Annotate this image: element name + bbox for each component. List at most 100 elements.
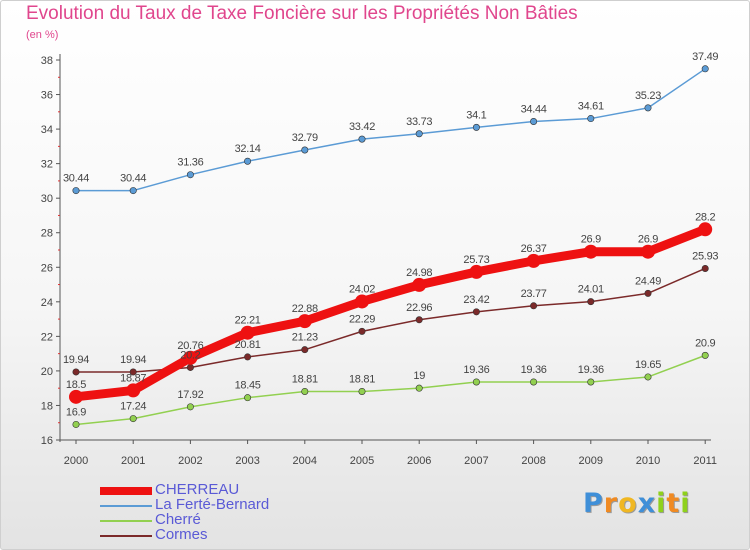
x-tick-label: 2002 bbox=[178, 455, 202, 467]
y-tick-label: 38 bbox=[41, 55, 53, 67]
legend-swatch-cormes bbox=[100, 535, 152, 537]
data-label-cormes: 23.42 bbox=[463, 294, 489, 306]
data-label-cherre: 16.9 bbox=[66, 406, 86, 418]
x-tick-label: 2000 bbox=[64, 455, 88, 467]
data-label-cherreau: 26.9 bbox=[638, 234, 658, 246]
data-point-cherre bbox=[701, 351, 709, 359]
data-point-cherreau bbox=[526, 253, 541, 268]
data-label-cormes: 20.81 bbox=[235, 339, 261, 351]
data-label-la-ferte-bernard: 33.73 bbox=[406, 116, 432, 128]
y-tick-label: 32 bbox=[41, 159, 53, 171]
data-point-cherreau bbox=[126, 383, 141, 398]
data-point-la-ferte-bernard bbox=[530, 117, 538, 125]
legend-label-la-ferte-bernard: La Ferté-Bernard bbox=[155, 496, 270, 513]
x-tick-label: 2003 bbox=[235, 455, 259, 467]
y-tick-label: 34 bbox=[41, 124, 53, 136]
data-point-cherreau bbox=[240, 325, 255, 340]
data-point-cormes bbox=[701, 264, 709, 272]
data-point-cherre bbox=[587, 378, 595, 386]
y-tick-label: 24 bbox=[41, 297, 53, 309]
y-tick-label: 18 bbox=[41, 400, 53, 412]
legend-label-cherreau: CHERREAU bbox=[155, 481, 240, 498]
data-point-la-ferte-bernard bbox=[587, 115, 595, 123]
data-point-cormes bbox=[472, 308, 480, 316]
data-point-cherre bbox=[129, 415, 137, 423]
y-tick-label: 16 bbox=[41, 435, 53, 447]
data-point-cherre bbox=[530, 378, 538, 386]
data-point-cormes bbox=[301, 346, 309, 354]
data-label-cherre: 19.36 bbox=[463, 364, 489, 376]
x-tick-label: 2006 bbox=[407, 455, 431, 467]
logo-letter: t bbox=[666, 488, 681, 519]
data-point-cherre bbox=[301, 387, 309, 395]
data-label-cherreau: 22.21 bbox=[235, 315, 261, 327]
data-label-cherreau: 26.9 bbox=[581, 234, 601, 246]
data-point-la-ferte-bernard bbox=[244, 157, 252, 165]
data-label-la-ferte-bernard: 34.44 bbox=[521, 103, 547, 115]
logo-letter: x bbox=[637, 488, 657, 519]
data-point-cormes bbox=[587, 298, 595, 306]
data-point-cherreau bbox=[412, 277, 427, 292]
data-label-cormes: 24.01 bbox=[578, 284, 604, 296]
x-tick-label: 2001 bbox=[121, 455, 145, 467]
data-point-cormes bbox=[244, 353, 252, 361]
legend-swatch-cherre bbox=[100, 520, 152, 522]
data-label-cormes: 19.94 bbox=[63, 354, 89, 366]
data-label-cherre: 18.81 bbox=[349, 373, 375, 385]
data-label-la-ferte-bernard: 31.36 bbox=[177, 157, 203, 169]
series-line-cherreau bbox=[71, 224, 710, 402]
data-label-cherre: 18.45 bbox=[235, 380, 261, 392]
data-point-la-ferte-bernard bbox=[415, 130, 423, 138]
x-tick-label: 2010 bbox=[636, 455, 660, 467]
unit-label: (en %) bbox=[26, 29, 59, 41]
data-label-cherre: 19.36 bbox=[578, 364, 604, 376]
legend-label-cormes: Cormes bbox=[155, 526, 208, 543]
x-tick-label: 2005 bbox=[350, 455, 374, 467]
data-label-cormes: 25.93 bbox=[692, 250, 718, 262]
logo-letter: o bbox=[618, 488, 638, 519]
data-label-la-ferte-bernard: 32.79 bbox=[292, 132, 318, 144]
data-point-la-ferte-bernard bbox=[472, 123, 480, 131]
data-label-cherre: 17.24 bbox=[120, 401, 146, 413]
data-label-la-ferte-bernard: 32.14 bbox=[235, 143, 261, 155]
data-point-cherreau bbox=[469, 264, 484, 279]
data-point-cherre bbox=[644, 373, 652, 381]
data-point-cherreau bbox=[69, 389, 83, 404]
data-label-la-ferte-bernard: 33.42 bbox=[349, 121, 375, 133]
x-tick-label: 2011 bbox=[693, 455, 717, 467]
data-point-la-ferte-bernard bbox=[186, 171, 194, 179]
data-point-cormes bbox=[530, 302, 538, 310]
y-tick-label: 22 bbox=[41, 331, 53, 343]
data-label-la-ferte-bernard: 30.44 bbox=[120, 173, 146, 185]
data-label-la-ferte-bernard: 37.49 bbox=[692, 51, 718, 63]
data-point-cherre bbox=[72, 420, 80, 428]
data-point-cormes bbox=[644, 289, 652, 297]
data-point-cherre bbox=[186, 403, 194, 411]
data-label-cherreau: 18.87 bbox=[120, 372, 146, 384]
data-point-cherreau bbox=[583, 244, 598, 259]
data-point-la-ferte-bernard bbox=[358, 135, 366, 143]
legend-label-cherre: Cherré bbox=[155, 511, 201, 528]
data-label-la-ferte-bernard: 30.44 bbox=[63, 173, 89, 185]
data-label-cherre: 18.81 bbox=[292, 373, 318, 385]
y-tick-label: 36 bbox=[41, 90, 53, 102]
proxiti-logo[interactable]: Proxiti bbox=[583, 488, 691, 519]
data-point-cormes bbox=[358, 327, 366, 335]
data-label-cormes: 21.23 bbox=[292, 332, 318, 344]
data-point-cormes bbox=[186, 363, 194, 371]
data-point-cherreau bbox=[183, 350, 198, 365]
y-tick-label: 20 bbox=[41, 366, 53, 378]
data-label-cormes: 24.49 bbox=[635, 275, 661, 287]
data-point-cherreau bbox=[641, 244, 655, 259]
data-point-cherreau bbox=[297, 314, 312, 329]
data-label-cherre: 20.9 bbox=[695, 337, 715, 349]
data-label-cherreau: 18.5 bbox=[66, 379, 86, 391]
data-label-cherre: 19 bbox=[413, 370, 425, 382]
logo-letter: i bbox=[680, 488, 691, 519]
data-point-cherre bbox=[472, 378, 480, 386]
data-point-cherre bbox=[244, 394, 252, 402]
y-tick-label: 26 bbox=[41, 262, 53, 274]
data-point-cormes bbox=[72, 368, 80, 376]
data-point-la-ferte-bernard bbox=[701, 65, 709, 73]
